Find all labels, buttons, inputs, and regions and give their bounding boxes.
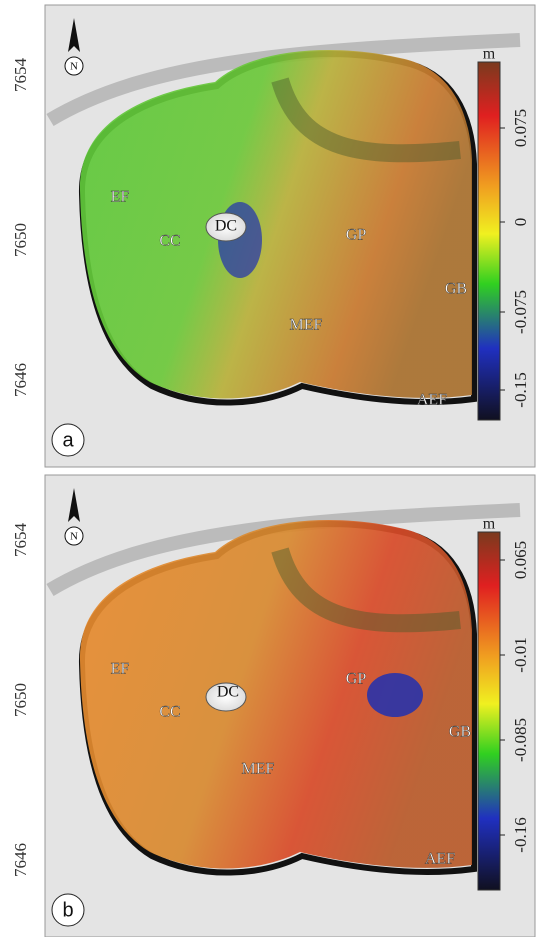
place-label: CC <box>159 704 180 721</box>
north-label: N <box>70 531 78 543</box>
panel: m 0.065 -0.01 -0.085 -0.16 7654 7650 7646 EF CC DC… <box>11 475 535 937</box>
colorbar <box>478 62 500 420</box>
place-label: EF <box>111 189 130 206</box>
place-label: AEF <box>425 851 455 868</box>
place-label: EF <box>111 661 130 678</box>
place-label: GP <box>346 227 367 244</box>
place-label: AEF <box>417 392 447 409</box>
place-label: GB <box>445 281 467 298</box>
panel-letter: b <box>62 899 73 921</box>
low-anomaly <box>367 673 423 717</box>
panel: m 0.075 0 -0.075 -0.15 7654 7650 7646 EF CC DC GP GB… <box>11 5 535 467</box>
y-label: 7650 <box>11 683 30 717</box>
place-label: DC <box>217 684 239 701</box>
colorbar <box>478 532 500 890</box>
y-label: 7654 <box>11 523 30 558</box>
place-label: MEF <box>242 761 275 778</box>
y-label: 7650 <box>11 223 30 257</box>
colorbar-unit: m <box>483 46 496 63</box>
colorbar-tick-label: 0.065 <box>511 541 530 579</box>
place-label: CC <box>159 233 180 250</box>
colorbar-tick-label: 0 <box>511 218 530 227</box>
colorbar-tick-label: 0.075 <box>511 109 530 147</box>
colorbar-tick-label: -0.15 <box>511 372 530 407</box>
colorbar-unit: m <box>483 516 496 533</box>
colorbar-tick-label: -0.16 <box>511 817 530 852</box>
figure: m 0.075 0 -0.075 -0.15 7654 7650 7646 EF CC DC GP GB… <box>0 0 543 937</box>
place-label: GP <box>346 671 367 688</box>
panel-letter: a <box>62 429 74 451</box>
y-label: 7654 <box>11 58 30 93</box>
colorbar-tick-label: -0.01 <box>511 637 530 672</box>
north-label: N <box>70 61 78 73</box>
place-label: MEF <box>290 317 323 334</box>
y-label: 7646 <box>11 843 30 877</box>
place-label: GB <box>449 724 471 741</box>
place-label: DC <box>215 218 237 235</box>
y-label: 7646 <box>11 363 30 397</box>
colorbar-tick-label: -0.085 <box>511 718 530 762</box>
colorbar-tick-label: -0.075 <box>511 290 530 334</box>
